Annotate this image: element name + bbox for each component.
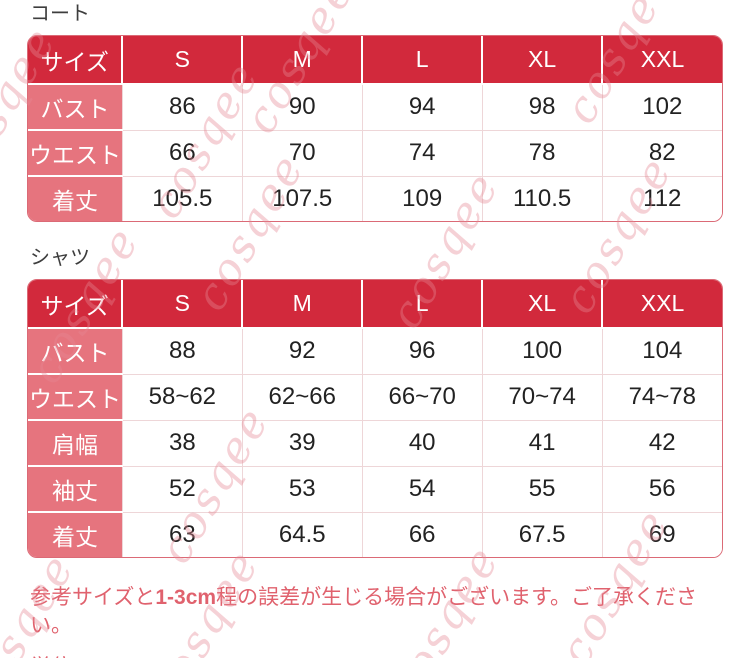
cell-shoulder-l: 40	[361, 419, 483, 466]
cell-sleeve-xl: 55	[481, 465, 603, 512]
cell-waist-s: 66	[121, 129, 243, 176]
cell-length-m: 107.5	[241, 175, 363, 221]
tolerance-note-range: 1-3cm	[155, 586, 217, 609]
cell-bust-m: 90	[241, 83, 363, 130]
shirt-waist-row: ウエスト 58~62 62~66 66~70 70~74 74~78	[28, 373, 722, 420]
shirt-header-size: サイズ	[28, 280, 123, 328]
row-label-length: 着丈	[28, 511, 123, 557]
row-label-length: 着丈	[28, 175, 123, 221]
coat-length-row: 着丈 105.5 107.5 109 110.5 112	[28, 175, 722, 221]
shirt-header-xxl: XXL	[601, 280, 722, 328]
shirt-shoulder-row: 肩幅 38 39 40 41 42	[28, 419, 722, 466]
cell-waist-xxl: 74~78	[601, 373, 722, 420]
coat-header-row: サイズ S M L XL XXL	[28, 36, 722, 84]
coat-bust-row: バスト 86 90 94 98 102	[28, 83, 722, 130]
cell-length-l: 66	[361, 511, 483, 557]
tolerance-note-suffix: 程の誤差が生じる場合がございます。ご了承ください。	[30, 586, 697, 638]
cell-bust-m: 92	[241, 327, 363, 374]
coat-section-title: コート	[30, 3, 90, 25]
tolerance-note: 参考サイズと1-3cm程の誤差が生じる場合がございます。ご了承ください。	[30, 584, 723, 641]
row-label-bust: バスト	[28, 83, 123, 130]
cell-length-s: 105.5	[121, 175, 243, 221]
unit-note: 単位：cm	[30, 651, 723, 658]
cell-bust-xxl: 104	[601, 327, 722, 374]
cell-sleeve-xxl: 56	[601, 465, 722, 512]
cell-bust-l: 96	[361, 327, 483, 374]
shirt-header-l: L	[361, 280, 483, 328]
shirt-length-row: 着丈 63 64.5 66 67.5 69	[28, 511, 722, 557]
shirt-size-table: サイズ S M L XL XXL バスト 88 92 96 100 104	[27, 279, 723, 558]
coat-size-table: サイズ S M L XL XXL バスト 86 90 94 98 102	[27, 35, 723, 222]
cell-waist-m: 62~66	[241, 373, 363, 420]
cell-shoulder-m: 39	[241, 419, 363, 466]
cell-bust-xl: 98	[481, 83, 603, 130]
cell-length-xl: 67.5	[481, 511, 603, 557]
cell-waist-s: 58~62	[121, 373, 243, 420]
shirt-header-m: M	[241, 280, 363, 328]
row-label-bust: バスト	[28, 327, 123, 374]
cell-waist-xxl: 82	[601, 129, 722, 176]
shirt-sleeve-row: 袖丈 52 53 54 55 56	[28, 465, 722, 512]
shirt-header-s: S	[121, 280, 243, 328]
row-label-waist: ウエスト	[28, 373, 123, 420]
cell-waist-l: 66~70	[361, 373, 483, 420]
cell-sleeve-l: 54	[361, 465, 483, 512]
coat-header-size: サイズ	[28, 36, 123, 84]
cell-length-xxl: 69	[601, 511, 722, 557]
row-label-waist: ウエスト	[28, 129, 123, 176]
shirt-section-title: シャツ	[30, 247, 90, 269]
cell-length-s: 63	[121, 511, 243, 557]
shirt-bust-row: バスト 88 92 96 100 104	[28, 327, 722, 374]
cell-bust-l: 94	[361, 83, 483, 130]
cell-bust-xl: 100	[481, 327, 603, 374]
cell-sleeve-m: 53	[241, 465, 363, 512]
cell-bust-s: 88	[121, 327, 243, 374]
cell-shoulder-xxl: 42	[601, 419, 722, 466]
cell-shoulder-s: 38	[121, 419, 243, 466]
coat-header-m: M	[241, 36, 363, 84]
coat-header-s: S	[121, 36, 243, 84]
coat-header-l: L	[361, 36, 483, 84]
shirt-header-xl: XL	[481, 280, 603, 328]
row-label-shoulder: 肩幅	[28, 419, 123, 466]
cell-bust-xxl: 102	[601, 83, 722, 130]
shirt-header-row: サイズ S M L XL XXL	[28, 280, 722, 328]
cell-length-l: 109	[361, 175, 483, 221]
cell-length-m: 64.5	[241, 511, 363, 557]
cell-waist-l: 74	[361, 129, 483, 176]
coat-header-xl: XL	[481, 36, 603, 84]
cell-waist-m: 70	[241, 129, 363, 176]
cell-waist-xl: 78	[481, 129, 603, 176]
cell-length-xxl: 112	[601, 175, 722, 221]
cell-sleeve-s: 52	[121, 465, 243, 512]
cell-waist-xl: 70~74	[481, 373, 603, 420]
tolerance-note-prefix: 参考サイズと	[30, 586, 156, 609]
cell-bust-s: 86	[121, 83, 243, 130]
coat-header-xxl: XXL	[601, 36, 722, 84]
cell-length-xl: 110.5	[481, 175, 603, 221]
coat-waist-row: ウエスト 66 70 74 78 82	[28, 129, 722, 176]
row-label-sleeve: 袖丈	[28, 465, 123, 512]
cell-shoulder-xl: 41	[481, 419, 603, 466]
